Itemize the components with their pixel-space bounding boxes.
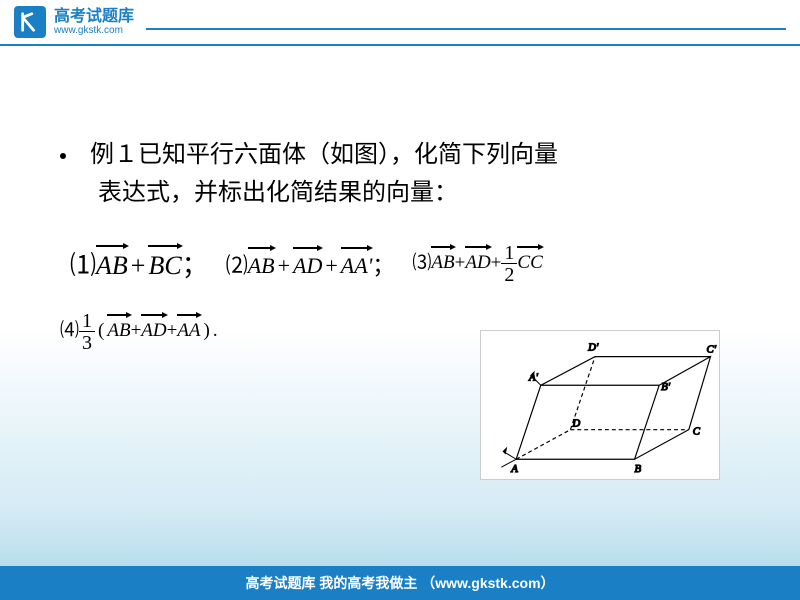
expr-2: ⑵AB+AD+AA'； xyxy=(226,247,395,280)
problem-text: 例１已知平行六面体（如图），化简下列向量 表达式，并标出化简结果的向量： xyxy=(60,136,740,213)
brand: 高考试题库 www.gkstk.com xyxy=(54,8,134,37)
svg-text:B': B' xyxy=(661,381,671,393)
content: 例１已知平行六面体（如图），化简下列向量 表达式，并标出化简结果的向量： ⑴AB… xyxy=(0,46,800,353)
svg-text:C': C' xyxy=(707,344,717,356)
footer-text: 高考试题库 我的高考我做主 （www.gkstk.com） xyxy=(245,575,554,591)
svg-text:D: D xyxy=(571,418,580,430)
expr-1: ⑴AB+BC； xyxy=(70,245,208,282)
svg-text:A: A xyxy=(510,463,518,475)
svg-text:A': A' xyxy=(528,371,539,383)
svg-text:D': D' xyxy=(587,342,599,354)
logo-icon xyxy=(14,6,46,38)
svg-text:B: B xyxy=(635,463,642,475)
expr-4: ⑷13(AB+AD+AA). xyxy=(60,320,218,341)
expr-row-1: ⑴AB+BC； ⑵AB+AD+AA'； ⑶AB+AD+12CC xyxy=(70,243,740,285)
bullet-icon xyxy=(60,153,66,159)
brand-cn: 高考试题库 xyxy=(54,8,134,26)
brand-url: www.gkstk.com xyxy=(54,25,134,36)
problem-line2: 表达式，并标出化简结果的向量： xyxy=(98,179,458,206)
problem-line1: 例１已知平行六面体（如图），化简下列向量 xyxy=(90,141,558,168)
header: 高考试题库 www.gkstk.com xyxy=(0,0,800,46)
svg-text:C: C xyxy=(693,426,701,438)
expr-3: ⑶AB+AD+12CC xyxy=(412,243,542,285)
header-line xyxy=(146,28,786,30)
parallelepiped-figure: A B C D A' B' C' D' xyxy=(480,330,720,480)
footer: 高考试题库 我的高考我做主 （www.gkstk.com） xyxy=(0,566,800,600)
